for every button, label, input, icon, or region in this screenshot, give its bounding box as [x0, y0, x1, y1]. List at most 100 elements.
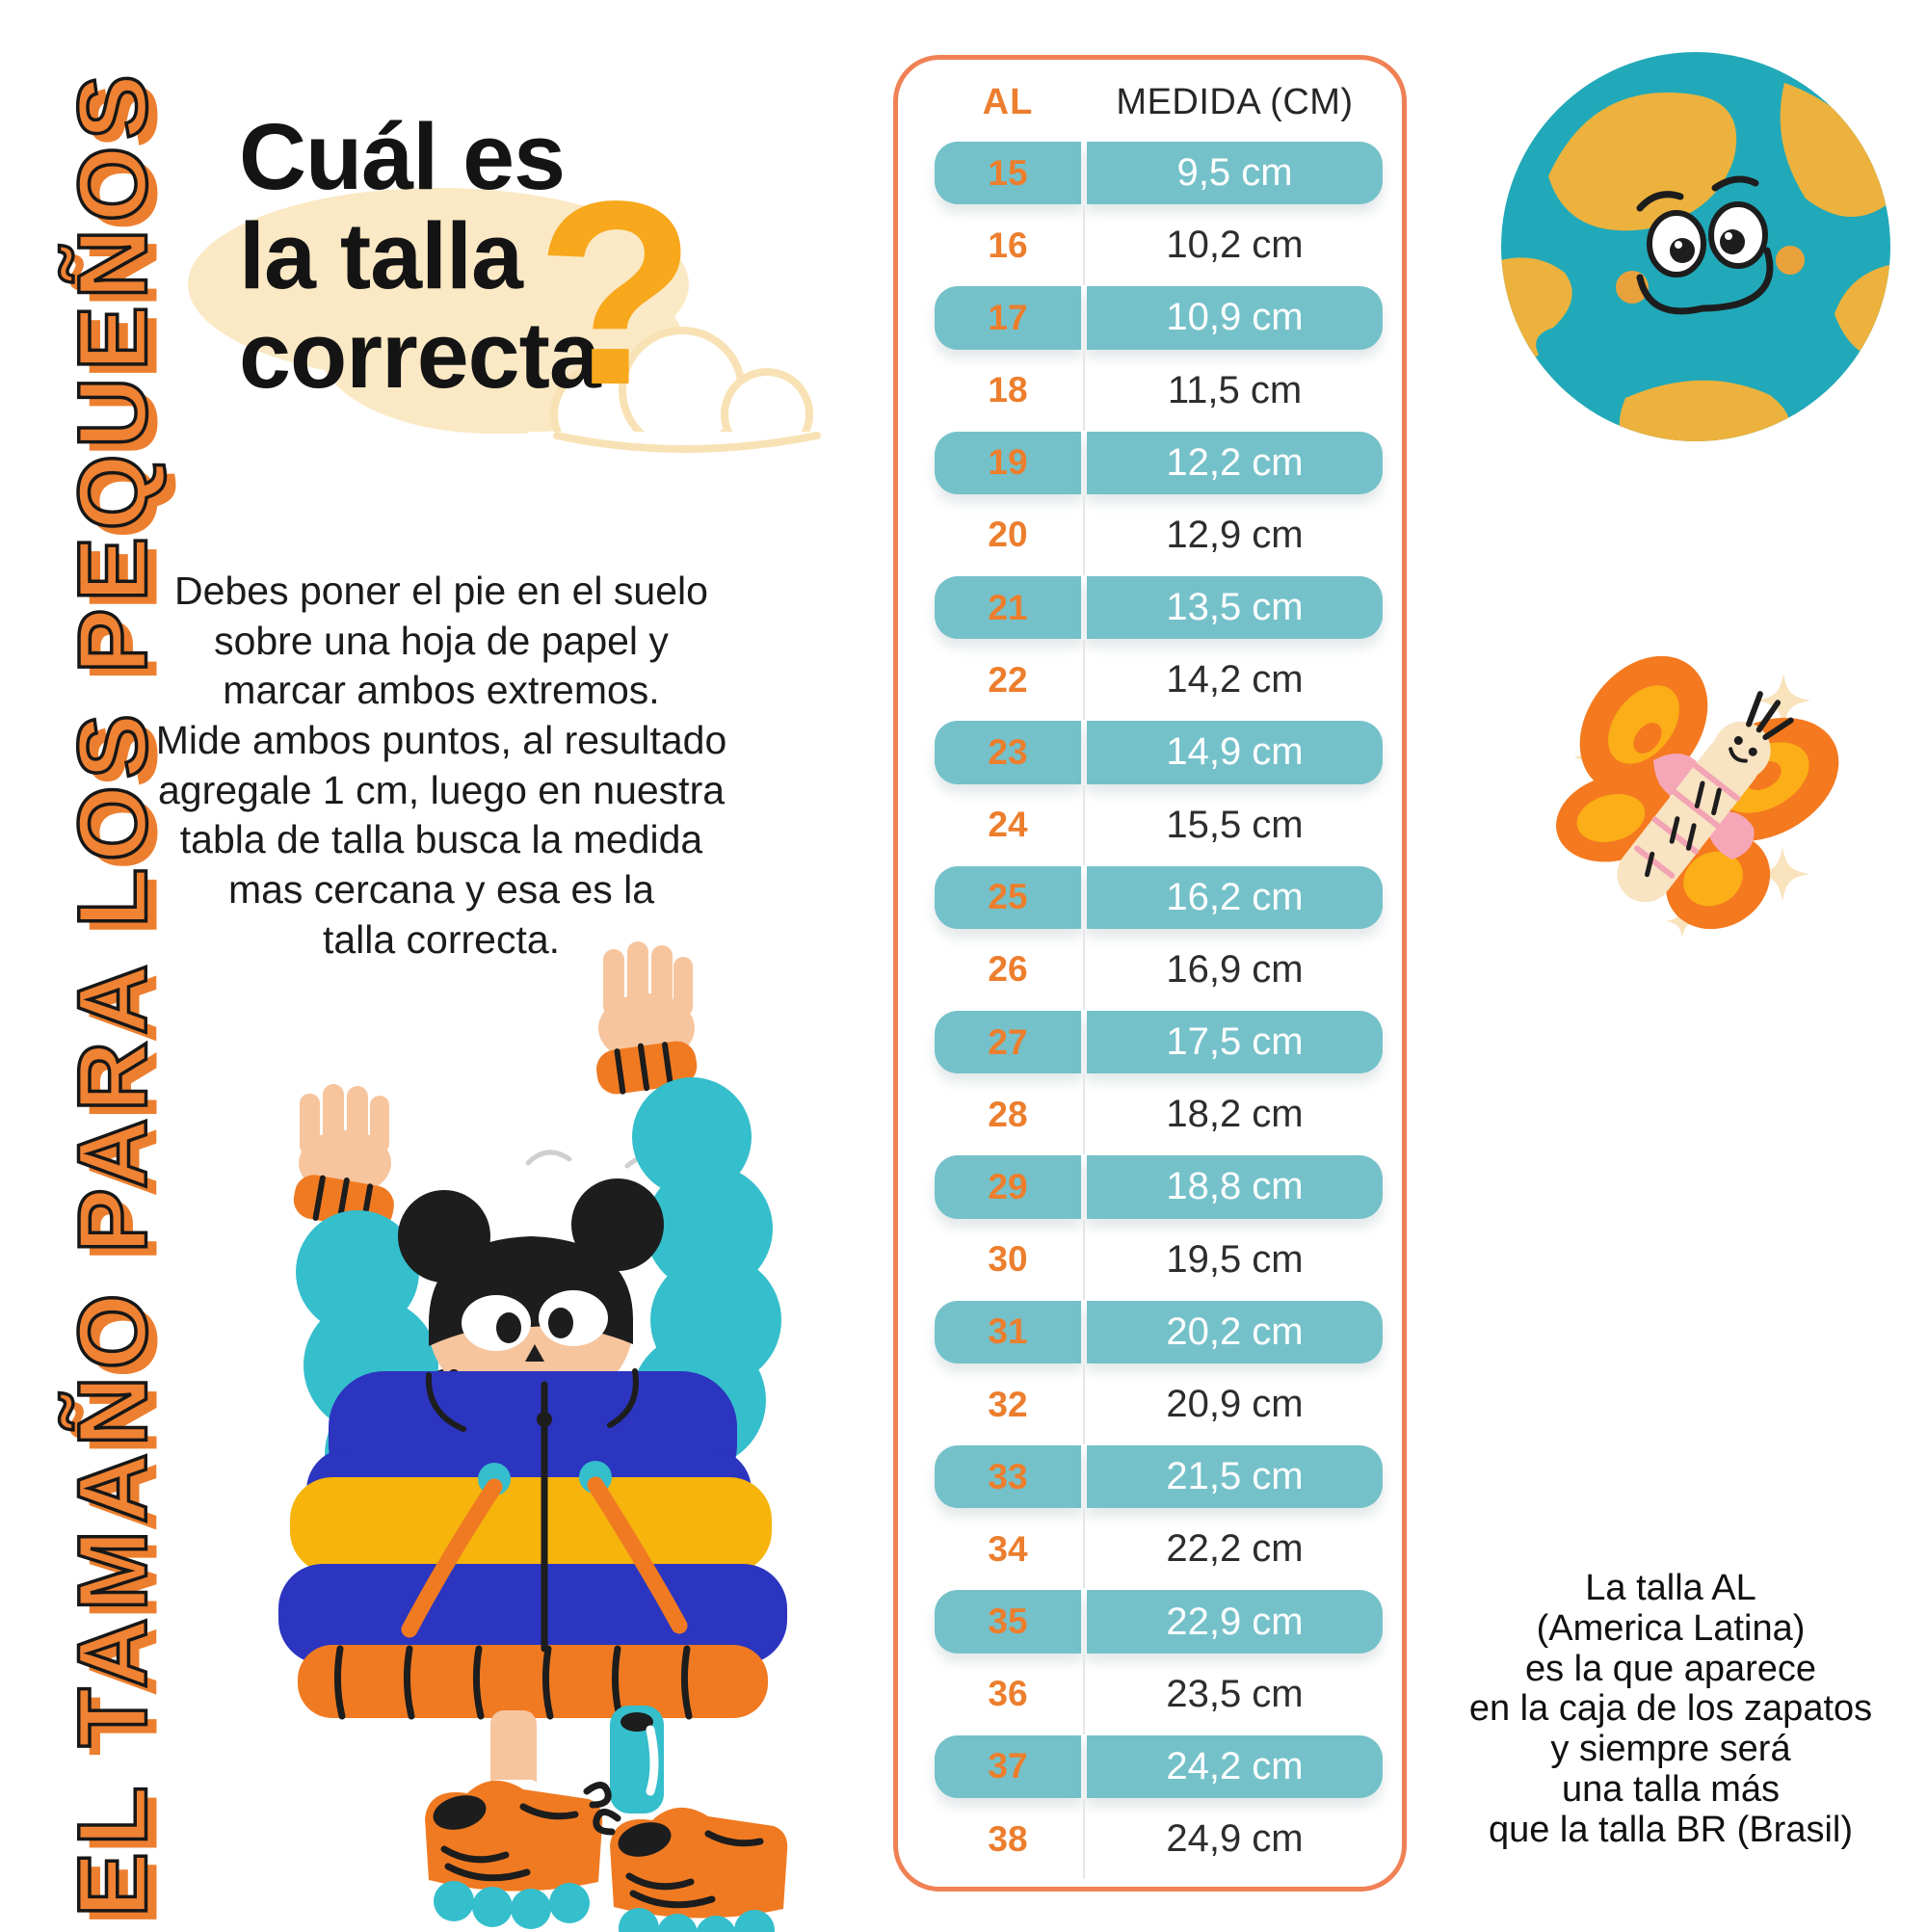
size-cell: 38 — [988, 1818, 1028, 1859]
butterfly-illustration — [1556, 655, 1839, 938]
measure-cell: 14,9 cm — [1087, 721, 1383, 784]
table-row: 21 13,5 cm — [935, 571, 1383, 644]
table-row: 24 15,5 cm — [935, 784, 1383, 865]
size-cell: 19 — [935, 431, 1081, 494]
table-row: 32 20,9 cm — [935, 1363, 1383, 1445]
size-cell: 28 — [988, 1094, 1028, 1134]
size-table-rows: 15 9,5 cm 16 10,2 cm 17 10,9 cm 18 11,5 … — [935, 137, 1383, 1880]
column-separator — [1081, 716, 1087, 788]
measure-cell: 23,5 cm — [1166, 1672, 1304, 1715]
table-row: 27 17,5 cm — [935, 1006, 1383, 1078]
size-cell: 27 — [935, 1011, 1081, 1074]
measure-cell: 10,2 cm — [1166, 224, 1304, 267]
footnote-text: La talla AL (America Latina) es la que a… — [1468, 1568, 1873, 1850]
size-cell: 22 — [988, 659, 1028, 700]
column-separator — [1081, 1219, 1087, 1300]
size-cell: 15 — [935, 142, 1081, 205]
measure-cell: 15,5 cm — [1166, 803, 1304, 846]
column-separator — [1081, 1654, 1087, 1734]
column-separator — [1081, 1363, 1087, 1445]
table-row: 22 14,2 cm — [935, 640, 1383, 721]
measure-cell: 22,9 cm — [1087, 1590, 1383, 1654]
table-row: 29 18,8 cm — [935, 1151, 1383, 1223]
column-separator — [1081, 861, 1087, 934]
table-row: 25 16,2 cm — [935, 861, 1383, 934]
table-row: 26 16,9 cm — [935, 929, 1383, 1011]
instructions-text: Debes poner el pie en el suelo sobre una… — [155, 569, 727, 962]
column-separator — [1081, 1296, 1087, 1368]
column-separator — [1081, 205, 1087, 286]
size-cell: 37 — [935, 1734, 1081, 1798]
size-cell: 35 — [935, 1590, 1081, 1654]
column-separator — [1081, 1074, 1087, 1155]
column-separator — [1081, 1731, 1087, 1803]
size-cell: 36 — [988, 1674, 1028, 1714]
column-separator — [1081, 1151, 1087, 1223]
size-cell: 25 — [935, 865, 1081, 929]
measure-cell: 19,5 cm — [1166, 1237, 1304, 1281]
page-title: Cuál es la talla correcta — [239, 104, 601, 408]
table-row: 16 10,2 cm — [935, 205, 1383, 286]
measure-cell: 10,9 cm — [1087, 286, 1383, 350]
table-row: 30 19,5 cm — [935, 1219, 1383, 1300]
column-separator — [1081, 350, 1087, 431]
table-row: 17 10,9 cm — [935, 281, 1383, 354]
column-separator — [1081, 1585, 1087, 1657]
size-cell: 29 — [935, 1155, 1081, 1219]
measure-cell: 21,5 cm — [1087, 1445, 1383, 1509]
size-cell: 24 — [988, 805, 1028, 845]
table-row: 20 12,9 cm — [935, 494, 1383, 576]
measure-cell: 11,5 cm — [1167, 368, 1303, 411]
table-row: 38 24,9 cm — [935, 1798, 1383, 1880]
column-separator — [1081, 640, 1087, 721]
column-separator — [1081, 1441, 1087, 1513]
size-cell: 30 — [988, 1239, 1028, 1280]
column-header-medida: MEDIDA (CM) — [1116, 81, 1354, 122]
measure-cell: 18,2 cm — [1166, 1093, 1304, 1136]
column-separator — [1081, 137, 1087, 209]
table-row: 33 21,5 cm — [935, 1441, 1383, 1513]
measure-cell: 24,9 cm — [1166, 1817, 1304, 1861]
side-banner-title: EL TAMAÑO PARA LOS PEQUEÑOS — [58, 66, 170, 1919]
size-table-header: AL MEDIDA (CM) — [935, 67, 1383, 137]
column-separator — [1081, 281, 1087, 354]
column-separator — [1081, 1006, 1087, 1078]
column-separator — [1081, 1509, 1087, 1590]
size-cell: 32 — [988, 1384, 1028, 1424]
measure-cell: 16,2 cm — [1087, 865, 1383, 929]
column-separator — [1081, 494, 1087, 576]
table-row: 34 22,2 cm — [935, 1509, 1383, 1590]
column-separator — [1081, 571, 1087, 644]
measure-cell: 20,2 cm — [1087, 1300, 1383, 1363]
measure-cell: 16,9 cm — [1166, 947, 1304, 991]
size-cell: 17 — [935, 286, 1081, 350]
size-cell: 31 — [935, 1300, 1081, 1363]
size-cell: 16 — [988, 225, 1028, 265]
column-separator — [1081, 929, 1087, 1011]
column-separator — [1081, 427, 1087, 499]
column-separator — [1081, 784, 1087, 865]
column-header-al: AL — [982, 81, 1034, 122]
size-cell: 20 — [988, 515, 1028, 555]
size-cell: 33 — [935, 1445, 1081, 1509]
size-cell: 23 — [935, 721, 1081, 784]
size-cell: 34 — [988, 1528, 1028, 1569]
table-row: 37 24,2 cm — [935, 1731, 1383, 1803]
column-separator — [1081, 1798, 1087, 1880]
measure-cell: 12,9 cm — [1166, 513, 1304, 556]
table-row: 19 12,2 cm — [935, 427, 1383, 499]
table-row: 28 18,2 cm — [935, 1074, 1383, 1155]
table-row: 31 20,2 cm — [935, 1296, 1383, 1368]
table-row: 15 9,5 cm — [935, 137, 1383, 209]
measure-cell: 12,2 cm — [1087, 431, 1383, 494]
question-mark: ? — [536, 146, 697, 439]
measure-cell: 18,8 cm — [1087, 1155, 1383, 1219]
size-cell: 26 — [988, 949, 1028, 990]
table-row: 23 14,9 cm — [935, 716, 1383, 788]
character-illustration — [278, 941, 788, 1932]
size-cell: 18 — [988, 370, 1028, 410]
cloud-doodle-icon — [528, 327, 846, 482]
size-table: AL MEDIDA (CM) 15 9,5 cm 16 10,2 cm 17 1… — [893, 55, 1407, 1892]
measure-cell: 22,2 cm — [1166, 1527, 1304, 1571]
measure-cell: 17,5 cm — [1087, 1011, 1383, 1074]
